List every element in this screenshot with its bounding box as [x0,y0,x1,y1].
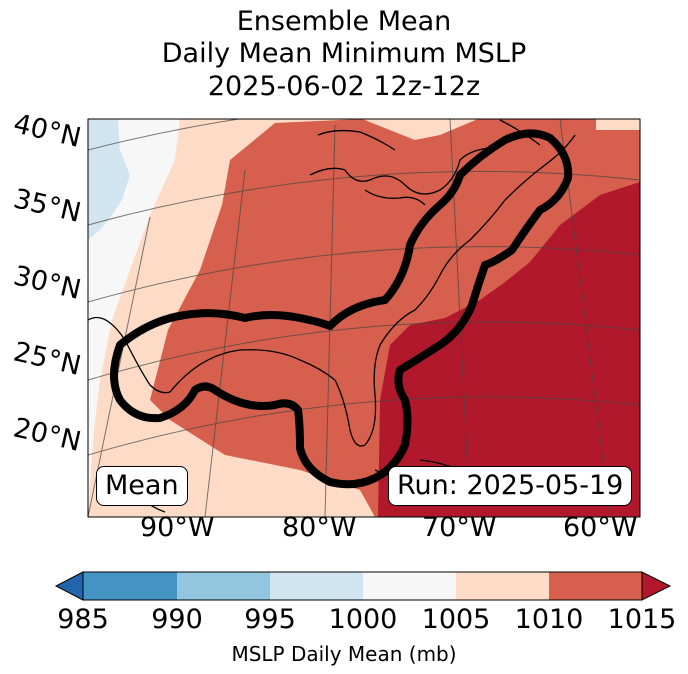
colorbar-tick-1010: 1010 [514,604,584,635]
colorbar-tick-990: 990 [151,604,203,635]
title-line-2: Daily Mean Minimum MSLP [161,38,527,69]
colorbar-segment-1000-1005 [363,572,456,600]
colorbar [54,571,672,601]
colorbar-segment-1005-1010 [456,572,549,600]
colorbar-segment-990-995 [177,572,270,600]
run-date-label-box: Run: 2025-05-19 [388,466,633,506]
colorbar-tick-985: 985 [57,604,109,635]
title-line-1: Ensemble Mean [236,6,452,37]
lon-label-70w: 70°W [422,512,497,543]
colorbar-segment-1010-1015 [549,572,642,600]
colorbar-under-arrow [54,571,84,601]
colorbar-label: MSLP Daily Mean (mb) [231,642,457,666]
field-995-1000 [88,119,130,240]
colorbar-tick-1005: 1005 [421,604,491,635]
map-frame [87,118,641,518]
field-over-1015 [378,182,640,517]
colorbar-over-arrow [641,571,672,601]
colorbar-tick-1000: 1000 [328,604,398,635]
colorbar-tick-995: 995 [244,604,296,635]
map-area [88,119,640,517]
mean-label-box: Mean [96,466,188,506]
colorbar-frame [82,571,643,601]
title-line-3: 2025-06-02 12z-12z [207,71,481,102]
colorbar-segment-985-990 [83,572,177,600]
colorbar-segment-995-1000 [270,572,363,600]
lon-label-80w: 80°W [282,512,357,543]
colorbar-tick-1015: 1015 [607,604,677,635]
lon-label-60w: 60°W [563,512,638,543]
ensemble-contour [110,129,573,489]
lon-label-90w: 90°W [140,512,215,543]
